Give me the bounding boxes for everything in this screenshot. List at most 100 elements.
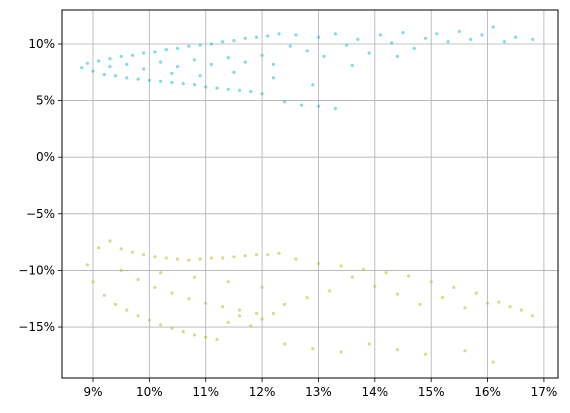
scatter-point-series-2: [260, 285, 264, 289]
scatter-point-series-2: [159, 323, 163, 327]
scatter-point-series-2: [153, 285, 157, 289]
scatter-point-series-2: [395, 292, 399, 296]
y-axis-ticks: 10% 5% 0% −5% −10% −15%: [18, 37, 62, 334]
scatter-point-series-1: [209, 62, 213, 66]
scatter-point-series-2: [328, 289, 332, 293]
scatter-point-series-1: [91, 69, 95, 73]
scatter-point-series-1: [102, 72, 106, 77]
scatter-point-series-1: [142, 51, 146, 55]
scatter-point-series-2: [221, 256, 225, 260]
scatter-point-series-2: [192, 333, 197, 337]
scatter-point-series-2: [136, 277, 140, 282]
scatter-point-series-1: [283, 100, 287, 104]
scatter-point-series-1: [322, 54, 326, 59]
scatter-point-series-1: [491, 25, 495, 29]
scatter-point-series-2: [283, 342, 287, 346]
scatter-point-series-2: [373, 284, 377, 288]
scatter-point-series-1: [232, 39, 236, 43]
scatter-point-series-1: [136, 77, 140, 81]
scatter-point-series-1: [108, 57, 112, 61]
y-tick-label: −15%: [18, 320, 55, 334]
scatter-point-series-1: [164, 48, 168, 52]
scatter-point-series-1: [254, 35, 259, 39]
scatter-point-series-2: [113, 302, 118, 306]
scatter-point-series-1: [271, 76, 275, 80]
scatter-point-series-2: [361, 267, 366, 271]
scatter-point-series-1: [249, 89, 253, 94]
scatter-point-series-1: [288, 44, 292, 48]
scatter-point-series-2: [221, 305, 225, 309]
scatter-point-series-1: [480, 33, 484, 37]
scatter-point-series-1: [446, 40, 450, 44]
scatter-point-series-2: [108, 239, 112, 243]
scatter-point-series-2: [452, 285, 456, 289]
plot-frame: [61, 9, 559, 379]
scatter-point-series-2: [243, 254, 247, 258]
scatter-point-series-2: [232, 255, 236, 259]
scatter-point-series-2: [491, 360, 495, 364]
scatter-point-series-1: [113, 74, 118, 78]
scatter-point-series-1: [119, 54, 123, 59]
scatter-point-series-1: [316, 104, 321, 108]
x-tick-label: 16%: [474, 385, 501, 399]
scatter-point-series-1: [423, 36, 428, 40]
scatter-point-series-1: [311, 83, 315, 87]
scatter-point-series-2: [508, 305, 512, 309]
scatter-point-series-1: [170, 71, 174, 75]
scatter-point-series-2: [423, 352, 428, 356]
scatter-point-series-1: [401, 30, 405, 35]
scatter-point-series-1: [514, 35, 518, 39]
grid-lines: [62, 10, 558, 378]
scatter-point-series-1: [243, 60, 247, 64]
scatter-point-series-2: [130, 250, 135, 254]
scatter-point-series-2: [485, 301, 490, 305]
scatter-point-series-2: [159, 271, 163, 275]
scatter-point-series-2: [440, 296, 445, 300]
scatter-point-series-1: [181, 82, 185, 86]
scatter-point-series-2: [277, 251, 281, 255]
scatter-point-series-1: [130, 53, 135, 57]
scatter-point-series-2: [226, 320, 230, 325]
scatter-point-series-1: [226, 56, 230, 60]
x-tick-label: 14%: [361, 385, 388, 399]
scatter-point-series-2: [147, 318, 151, 322]
scatter-point-series-1: [226, 87, 230, 91]
scatter-point-series-2: [531, 314, 535, 318]
scatter-point-series-2: [237, 308, 242, 312]
scatter-point-series-1: [502, 40, 507, 44]
scatter-point-series-1: [305, 49, 309, 53]
scatter-point-series-1: [356, 37, 360, 42]
scatter-point-series-1: [333, 32, 337, 36]
scatter-point-series-2: [418, 302, 422, 306]
scatter-point-series-2: [226, 280, 230, 284]
x-tick-label: 11%: [192, 385, 219, 399]
scatter-point-series-1: [187, 44, 191, 48]
scatter-point-series-1: [192, 83, 197, 87]
scatter-point-series-2: [463, 306, 467, 310]
scatter-point-series-2: [497, 300, 501, 304]
x-tick-label: 10%: [136, 385, 163, 399]
scatter-point-series-1: [142, 67, 146, 71]
scatter-point-series-1: [97, 59, 101, 63]
scatter-point-series-1: [204, 85, 208, 89]
scatter-point-series-2: [260, 317, 264, 321]
scatter-point-series-2: [237, 314, 242, 318]
scatter-point-series-2: [249, 324, 253, 328]
scatter-point-series-2: [97, 246, 101, 250]
scatter-point-series-2: [119, 247, 123, 251]
scatter-point-series-2: [384, 271, 388, 275]
x-tick-label: 13%: [305, 385, 332, 399]
scatter-point-series-1: [260, 53, 264, 57]
scatter-point-series-2: [305, 296, 309, 300]
scatter-point-series-2: [198, 257, 202, 261]
scatter-point-series-1: [159, 79, 163, 83]
scatter-point-series-1: [271, 62, 275, 66]
scatter-point-series-1: [277, 32, 281, 36]
scatter-point-series-2: [170, 326, 174, 330]
scatter-point-series-1: [175, 65, 180, 69]
scatter-point-series-2: [153, 255, 157, 259]
scatter-point-series-1: [378, 33, 383, 37]
scatter-point-series-1: [299, 103, 304, 107]
scatter-point-series-1: [412, 46, 416, 51]
